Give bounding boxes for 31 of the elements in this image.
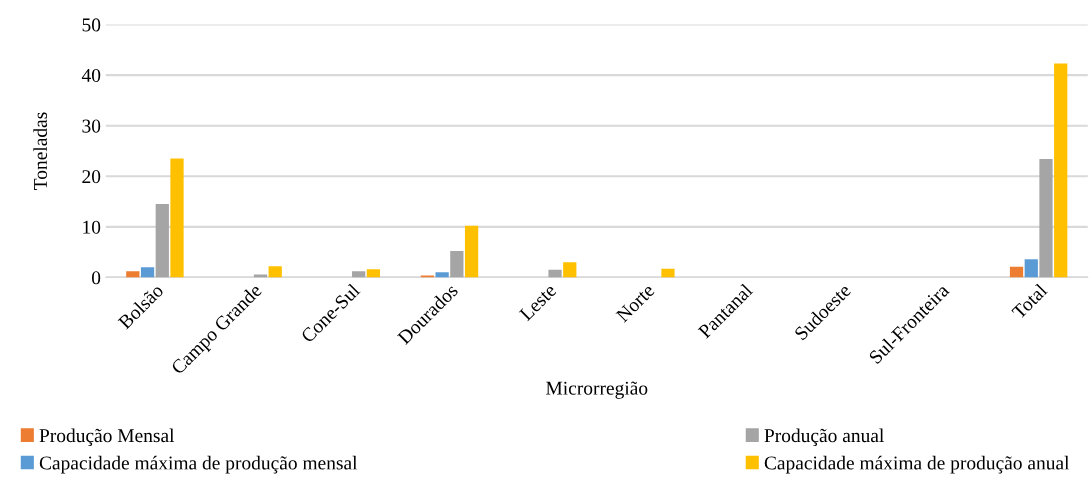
y-tick-label: 30 bbox=[82, 119, 101, 133]
bar bbox=[661, 268, 675, 278]
y-tick-label: 50 bbox=[82, 18, 101, 32]
bar bbox=[1009, 266, 1024, 278]
bar bbox=[464, 225, 479, 278]
bar bbox=[126, 271, 140, 278]
legend-label: Produção Mensal bbox=[39, 428, 175, 447]
y-tick-label: 20 bbox=[82, 170, 101, 184]
bar bbox=[1039, 159, 1053, 278]
bar bbox=[366, 269, 381, 278]
bar bbox=[1024, 259, 1038, 278]
y-tick-label: 10 bbox=[83, 220, 101, 234]
y-tick-label: 0 bbox=[91, 271, 101, 285]
bar bbox=[140, 267, 155, 278]
bar bbox=[420, 275, 435, 278]
bar bbox=[1054, 63, 1068, 278]
legend-label: Produção anual bbox=[764, 428, 884, 447]
bar bbox=[352, 271, 366, 278]
bar bbox=[253, 274, 268, 278]
bar bbox=[563, 262, 577, 278]
x-axis-title: Microrregião bbox=[546, 381, 648, 399]
legend-label: Capacidade máxima de produção mensal bbox=[39, 455, 358, 474]
y-tick-label: 40 bbox=[81, 68, 101, 83]
bar bbox=[548, 269, 562, 278]
bar bbox=[268, 266, 282, 278]
y-axis-title: Toneladas bbox=[33, 112, 48, 190]
bar bbox=[450, 251, 464, 278]
bar bbox=[435, 272, 449, 278]
bar bbox=[155, 204, 169, 278]
bar bbox=[170, 158, 184, 278]
legend-label: Capacidade máxima de produção anual bbox=[764, 455, 1070, 474]
